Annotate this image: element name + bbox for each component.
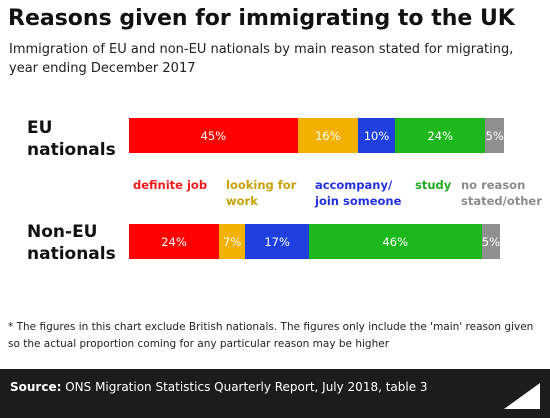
category-label-0: EU nationals <box>27 118 116 160</box>
source-label: Source: <box>10 380 62 394</box>
full-fact-logo-icon <box>504 383 540 409</box>
bar-segment: 24% <box>395 118 486 153</box>
source-detail: ONS Migration Statistics Quarterly Repor… <box>61 380 428 394</box>
chart-title: Reasons given for immigrating to the UK <box>8 6 515 31</box>
chart-subtitle: Immigration of EU and non-EU nationals b… <box>9 42 514 76</box>
source-text: Source: ONS Migration Statistics Quarter… <box>10 380 428 394</box>
bar-segment: 5% <box>481 224 501 259</box>
bar-segment: 46% <box>309 224 482 259</box>
data-label: 46% <box>382 234 409 249</box>
data-label: 5% <box>485 128 504 143</box>
bar-segment: 5% <box>485 118 504 153</box>
data-label: 45% <box>200 128 227 143</box>
data-label: 17% <box>264 234 290 249</box>
bar-segment: 7% <box>219 224 246 259</box>
bar-segment: 45% <box>129 118 298 153</box>
data-label: 5% <box>481 234 500 249</box>
bar-segment: 10% <box>357 118 396 153</box>
legend-item: looking for work <box>226 178 297 208</box>
data-label: 24% <box>161 234 187 249</box>
source-bar: Source: ONS Migration Statistics Quarter… <box>0 369 550 418</box>
data-label: 24% <box>427 128 454 143</box>
bar-segment: 24% <box>129 224 219 259</box>
data-label: 10% <box>363 128 390 143</box>
data-label: 16% <box>314 128 341 143</box>
legend-item: definite job <box>133 178 208 192</box>
category-label-1: Non-EU nationals <box>27 222 116 264</box>
bar-segment: 17% <box>245 224 309 259</box>
logo-triangle <box>504 383 540 409</box>
bar-row-0: 45% 16% 10% 24% 5% <box>129 118 504 153</box>
bar-row-1: 24% 7% 17% 46% 5% <box>129 224 504 259</box>
bar-segment: 16% <box>297 118 358 153</box>
legend-item: no reason stated/other <box>461 178 542 208</box>
footnote: * The figures in this chart exclude Brit… <box>8 321 534 350</box>
legend-item: accompany/join someone <box>315 178 402 208</box>
data-label: 7% <box>223 234 242 249</box>
legend-item: study <box>415 178 452 192</box>
